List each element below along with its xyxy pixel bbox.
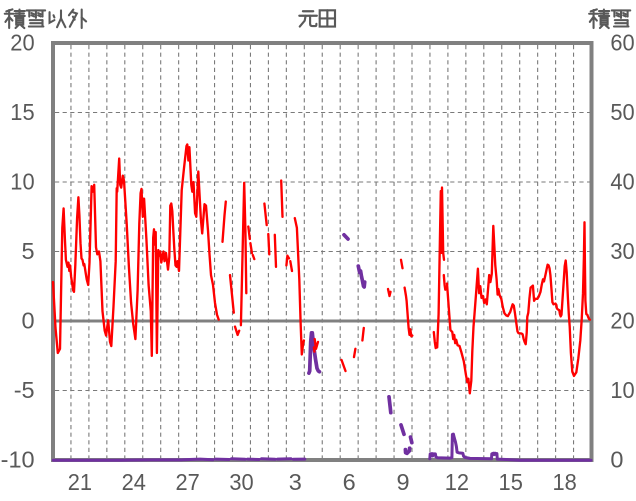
svg-text:20: 20	[610, 308, 634, 334]
svg-text:15: 15	[499, 469, 523, 495]
svg-text:24: 24	[122, 469, 146, 495]
svg-text:50: 50	[610, 99, 634, 125]
svg-text:3: 3	[289, 469, 302, 495]
svg-text:21: 21	[68, 469, 92, 495]
svg-text:6: 6	[343, 469, 356, 495]
svg-text:60: 60	[610, 30, 634, 56]
svg-text:40: 40	[610, 169, 634, 195]
svg-text:18: 18	[552, 469, 576, 495]
svg-text:30: 30	[610, 238, 634, 264]
svg-text:12: 12	[445, 469, 469, 495]
svg-text:-10: -10	[1, 447, 35, 473]
svg-text:-5: -5	[14, 377, 35, 403]
svg-text:5: 5	[22, 238, 35, 264]
svg-text:20: 20	[10, 30, 34, 56]
svg-text:30: 30	[229, 469, 253, 495]
svg-text:27: 27	[175, 469, 199, 495]
svg-text:0: 0	[610, 447, 623, 473]
svg-text:15: 15	[10, 99, 34, 125]
svg-text:0: 0	[22, 308, 35, 334]
svg-text:10: 10	[10, 169, 34, 195]
svg-text:10: 10	[610, 377, 634, 403]
svg-text:9: 9	[396, 469, 409, 495]
